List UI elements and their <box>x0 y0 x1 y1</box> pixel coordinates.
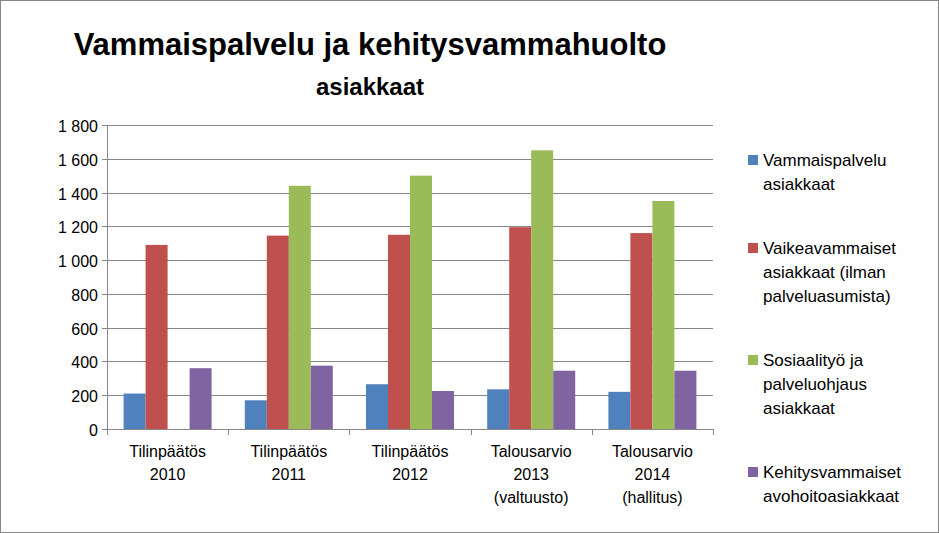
x-tick <box>592 429 593 435</box>
y-tick <box>102 429 107 430</box>
y-tick-label: 200 <box>71 388 98 405</box>
y-axis <box>107 125 108 429</box>
bar <box>487 389 509 429</box>
legend-marker <box>748 155 758 165</box>
bar <box>432 391 454 429</box>
legend-label: Vaikeavammaisetasiakkaat (ilmanpalveluas… <box>763 239 896 306</box>
chart-frame <box>1 1 939 533</box>
grid-line <box>107 159 713 160</box>
bar <box>366 384 388 429</box>
y-tick-label: 1 800 <box>58 118 98 135</box>
bar <box>267 236 289 429</box>
legend-label: Vammaispalveluasiakkaat <box>763 151 886 194</box>
y-tick <box>102 260 107 261</box>
x-tick <box>471 429 472 435</box>
grid-line <box>107 429 713 430</box>
y-tick-label: 0 <box>89 422 98 439</box>
legend-marker <box>748 467 758 477</box>
bar <box>311 366 333 429</box>
y-tick <box>102 159 107 160</box>
y-tick-label: 1 000 <box>58 253 98 270</box>
legend-label: Sosiaalityö japalveluohjausasiakkaat <box>763 351 867 418</box>
x-tick-label: Tilinpäätös2012 <box>372 443 449 483</box>
y-tick <box>102 294 107 295</box>
bar <box>146 245 168 429</box>
bar <box>674 371 696 429</box>
bar <box>509 227 531 429</box>
x-tick-label: Tilinpäätös2011 <box>250 443 327 483</box>
title: Vammaispalvelu ja kehitysvammahuolto <box>74 27 667 62</box>
y-tick-label: 600 <box>71 321 98 338</box>
y-tick <box>102 361 107 362</box>
y-tick <box>102 395 107 396</box>
bar <box>245 400 267 429</box>
x-tick <box>349 429 350 435</box>
chart: Vammaispalvelu ja kehitysvammahuolto asia… <box>0 0 939 533</box>
bar <box>388 235 410 429</box>
x-tick <box>713 429 714 435</box>
y-tick <box>102 125 107 126</box>
bar <box>531 150 553 429</box>
y-tick-label: 1 600 <box>58 152 98 169</box>
x-tick-label: Tilinpäätös2010 <box>129 443 206 483</box>
bar <box>124 394 146 429</box>
y-tick <box>102 226 107 227</box>
bars <box>124 150 697 429</box>
legend-label: Kehitysvammaisetavohoitoasiakkaat <box>763 463 901 506</box>
bar <box>608 392 630 429</box>
x-axis <box>107 429 713 430</box>
bar <box>553 371 575 429</box>
y-tick-label: 1 200 <box>58 219 98 236</box>
bar <box>289 186 311 429</box>
y-tick-label: 800 <box>71 287 98 304</box>
bar <box>190 368 212 429</box>
bar <box>410 176 432 429</box>
legend-marker <box>748 243 758 253</box>
legend-marker <box>748 355 758 365</box>
y-tick-label: 1 400 <box>58 186 98 203</box>
bar <box>652 201 674 429</box>
y-tick <box>102 193 107 194</box>
x-tick <box>107 429 108 435</box>
y-tick-label: 400 <box>71 354 98 371</box>
grid-line <box>107 125 713 126</box>
y-tick <box>102 328 107 329</box>
x-tick <box>228 429 229 435</box>
x-tick-label: Talousarvio2014(hallitus) <box>612 443 693 506</box>
bar <box>630 233 652 429</box>
x-tick-label: Talousarvio2013(valtuusto) <box>491 443 572 506</box>
subtitle: asiakkaat <box>316 73 424 100</box>
